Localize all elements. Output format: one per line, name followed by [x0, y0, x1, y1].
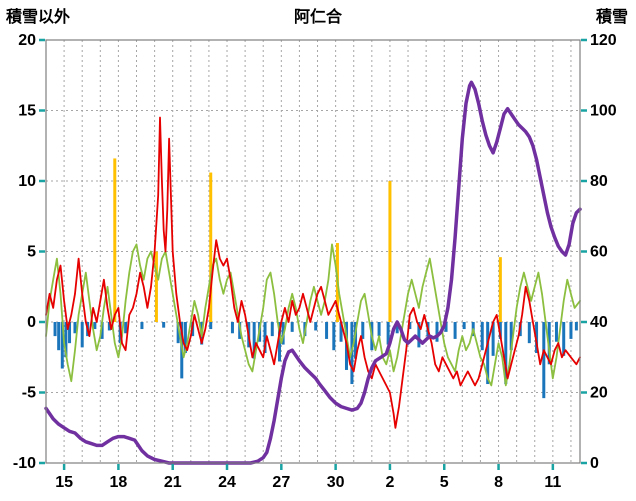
svg-text:8: 8 [494, 474, 503, 491]
plot-frame [45, 39, 581, 464]
svg-text:2: 2 [385, 474, 394, 491]
svg-text:0: 0 [27, 314, 36, 331]
svg-text:18: 18 [110, 474, 128, 491]
svg-text:0: 0 [590, 455, 599, 472]
right-axis-title: 積雪 [595, 9, 628, 26]
series-green-line [45, 243, 581, 387]
chart-title: 阿仁合 [293, 9, 342, 26]
svg-text:10: 10 [18, 173, 36, 190]
svg-text:24: 24 [218, 474, 236, 491]
svg-text:15: 15 [18, 103, 36, 120]
svg-text:-10: -10 [13, 455, 36, 472]
svg-text:-5: -5 [22, 385, 36, 402]
svg-text:15: 15 [55, 474, 73, 491]
svg-text:27: 27 [272, 474, 290, 491]
svg-text:21: 21 [164, 474, 182, 491]
axis-ticks [39, 38, 587, 470]
svg-text:30: 30 [327, 474, 345, 491]
left-axis-title: 積雪以外 [6, 9, 71, 26]
svg-text:5: 5 [440, 474, 449, 491]
svg-text:100: 100 [590, 103, 617, 120]
svg-text:20: 20 [590, 385, 608, 402]
series-purple-line [44, 80, 582, 465]
axis-labels: 20 15 10 5 0 -5 -10 120 100 80 60 40 20 0 15 18 21 24 27 30… [13, 32, 617, 491]
svg-text:40: 40 [590, 314, 608, 331]
svg-text:120: 120 [590, 32, 617, 49]
svg-text:20: 20 [18, 32, 36, 49]
svg-text:80: 80 [590, 173, 608, 190]
svg-text:5: 5 [27, 244, 36, 261]
svg-text:11: 11 [544, 474, 561, 491]
svg-text:60: 60 [590, 244, 608, 261]
series-red-line [45, 116, 581, 429]
